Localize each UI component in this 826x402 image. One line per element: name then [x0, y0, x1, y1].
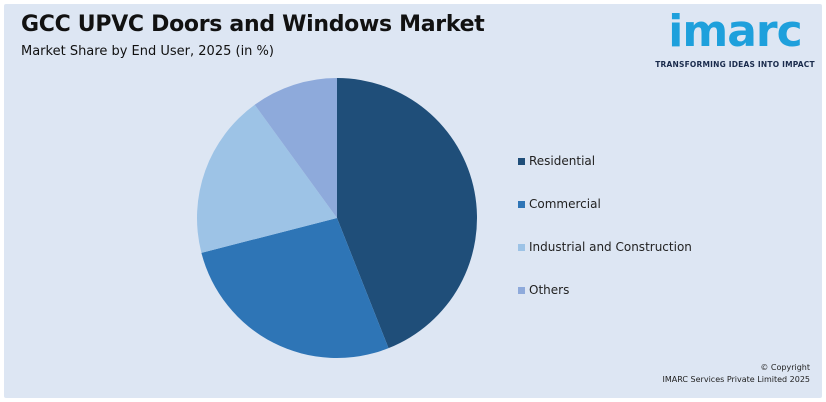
copyright-notice: © Copyright IMARC Services Private Limit… [663, 362, 810, 386]
chart-legend: Residential Commercial Industrial and Cons… [518, 150, 692, 301]
copyright-line-1: © Copyright [760, 363, 810, 372]
pie-slice-residential [337, 78, 478, 349]
logo-wordmark: imarc [668, 6, 802, 57]
legend-item-residential: Residential [518, 150, 692, 172]
pie-slice-others [254, 78, 337, 218]
legend-label: Commercial [529, 197, 601, 211]
legend-item-commercial: Commercial [518, 193, 692, 215]
copyright-line-2: IMARC Services Private Limited 2025 [662, 375, 810, 384]
legend-label: Industrial and Construction [529, 240, 692, 254]
legend-item-others: Others [518, 279, 692, 301]
legend-swatch [518, 286, 525, 294]
chart-title: GCC UPVC Doors and Windows Market [21, 12, 485, 37]
imarc-logo: imarc TRANSFORMING IDEAS INTO IMPACT [655, 6, 815, 70]
legend-swatch [518, 243, 525, 251]
pie-slice-commercial [201, 218, 389, 359]
legend-swatch [518, 157, 525, 165]
legend-label: Others [529, 283, 570, 297]
chart-subtitle: Market Share by End User, 2025 (in %) [21, 44, 274, 59]
pie-slice-industrial-and-construction [197, 104, 337, 253]
legend-swatch [518, 200, 525, 208]
legend-label: Residential [529, 154, 596, 168]
legend-item-industrial-and-construction: Industrial and Construction [518, 236, 692, 258]
logo-tagline: TRANSFORMING IDEAS INTO IMPACT [655, 60, 815, 69]
